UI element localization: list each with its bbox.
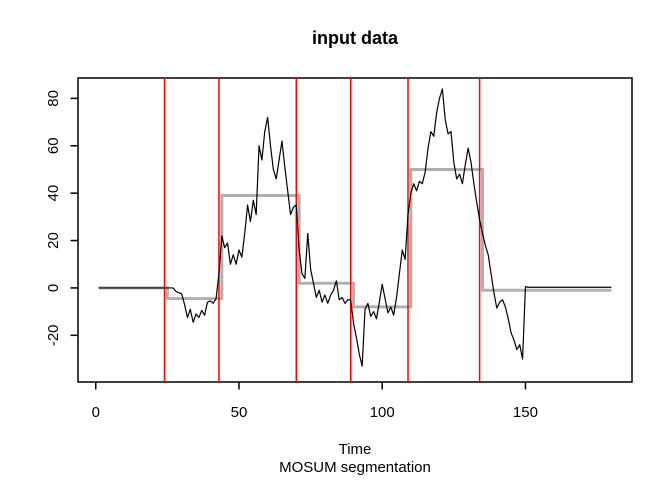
y-tick-label: -20 xyxy=(45,324,62,346)
axes: 0 50 100 150 -20 0 20 40 60 80 xyxy=(45,77,633,421)
x-tick-label: 0 xyxy=(92,404,100,421)
y-tick-label: 60 xyxy=(45,137,62,154)
x-axis-sublabel: MOSUM segmentation xyxy=(279,459,431,476)
chart-title: input data xyxy=(312,28,399,48)
y-tick-label: 40 xyxy=(45,185,62,202)
plot-box xyxy=(77,77,633,383)
x-axis-label: Time xyxy=(339,441,372,458)
segment-mean-line xyxy=(98,167,612,309)
data-line xyxy=(98,88,612,367)
y-tick-label: 20 xyxy=(45,232,62,249)
x-tick-label: 150 xyxy=(513,404,538,421)
y-tick-label: 0 xyxy=(45,284,62,292)
y-tick-label: 80 xyxy=(45,90,62,107)
data-series-group xyxy=(98,78,612,382)
x-tick-label: 100 xyxy=(370,404,395,421)
x-tick-label: 50 xyxy=(231,404,248,421)
